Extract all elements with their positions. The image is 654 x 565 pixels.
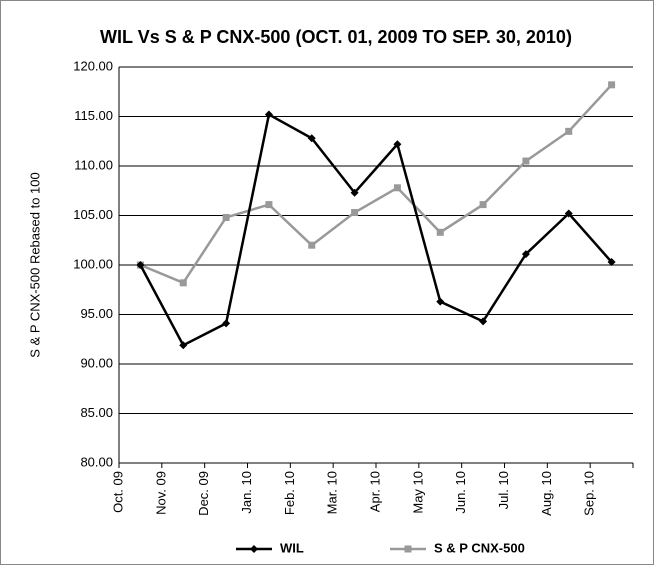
legend-label: S & P CNX-500: [434, 540, 525, 555]
data-point: [565, 127, 573, 135]
data-point: [265, 201, 273, 209]
data-point: [222, 319, 231, 328]
data-point: [393, 140, 402, 149]
data-point: [607, 258, 616, 267]
data-point: [479, 317, 488, 326]
y-tick-label: 80.00: [80, 454, 113, 469]
x-tick-label: Sep. 10: [582, 471, 597, 516]
y-axis-label: S & P CNX-500 Rebased to 100: [27, 172, 42, 358]
y-tick-label: 115.00: [74, 108, 113, 123]
x-tick-label: Feb. 10: [282, 471, 297, 515]
data-point: [350, 188, 359, 197]
y-tick-label: 110.00: [74, 157, 113, 172]
data-point: [436, 228, 444, 236]
x-tick-label: Jan. 10: [239, 471, 254, 514]
y-tick-label: 90.00: [80, 355, 113, 370]
data-point: [179, 341, 188, 350]
y-tick-label: 85.00: [80, 405, 113, 420]
data-point: [307, 134, 316, 143]
data-point: [308, 241, 316, 249]
x-tick-label: May 10: [410, 471, 425, 514]
legend-marker: [250, 545, 258, 553]
chart-title: WIL Vs S & P CNX-500 (OCT. 01, 2009 TO S…: [100, 27, 572, 47]
x-tick-label: Mar. 10: [325, 471, 340, 514]
x-tick-label: Jul. 10: [496, 471, 511, 509]
x-tick-label: Dec. 09: [196, 471, 211, 516]
y-tick-label: 105.00: [73, 207, 113, 222]
data-point: [264, 110, 273, 119]
x-tick-label: Apr. 10: [367, 471, 382, 512]
data-point: [136, 261, 145, 269]
series-line: [139, 83, 613, 285]
y-tick-label: 120.00: [73, 58, 113, 73]
x-tick-label: Aug. 10: [539, 471, 554, 516]
x-tick-label: Nov. 09: [153, 471, 168, 515]
legend-marker: [404, 545, 412, 553]
data-point: [351, 209, 359, 217]
data-point: [479, 201, 487, 209]
x-tick-label: Oct. 09: [110, 471, 125, 513]
series-line: [139, 112, 613, 347]
x-tick-label: Jun. 10: [453, 471, 468, 514]
data-point: [521, 250, 530, 259]
y-tick-label: 100.00: [73, 256, 113, 271]
y-tick-label: 95.00: [80, 306, 113, 321]
data-point: [564, 209, 573, 218]
legend-label: WIL: [280, 540, 304, 555]
data-point: [393, 184, 401, 192]
data-point: [222, 213, 230, 221]
data-point: [179, 279, 187, 287]
data-point: [522, 157, 530, 165]
data-point: [608, 81, 616, 89]
data-point: [436, 297, 445, 306]
